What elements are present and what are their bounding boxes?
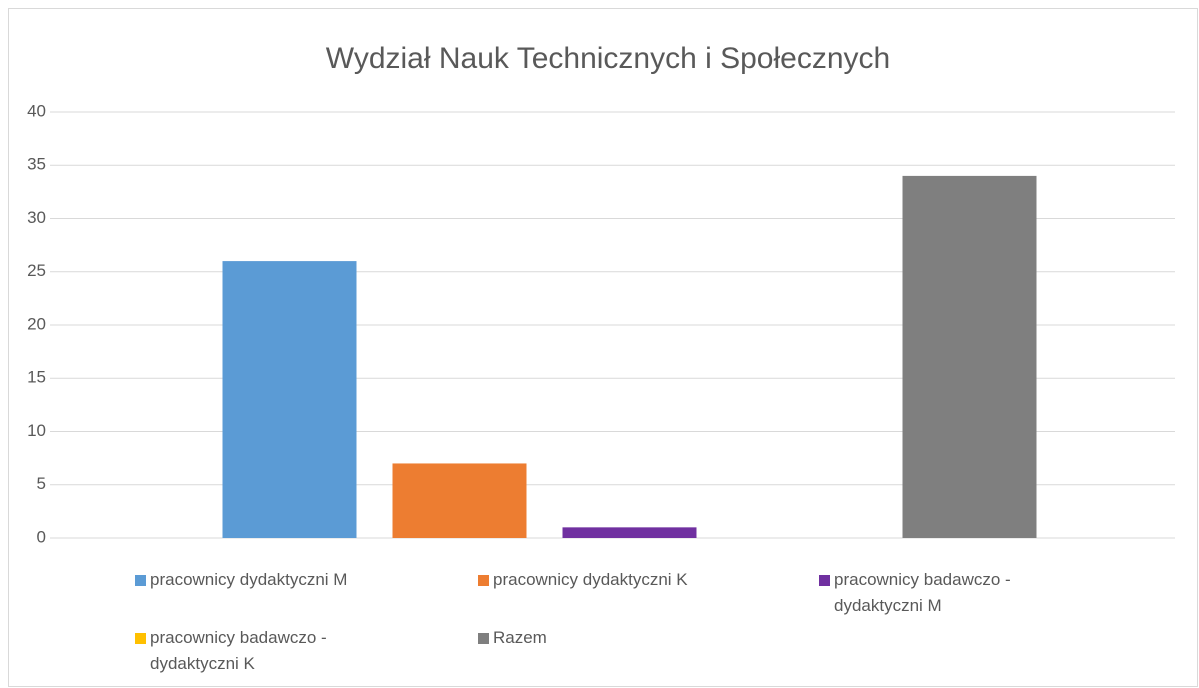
- legend-label: pracownicy badawczo - dydaktyczni M: [834, 570, 1011, 615]
- legend-swatch: [135, 575, 146, 586]
- y-tick-label: 25: [27, 261, 46, 280]
- legend-item: pracownicy badawczo - dydaktyczni K: [135, 625, 410, 677]
- legend-label: pracownicy dydaktyczni M: [150, 570, 348, 589]
- y-tick-label: 35: [27, 155, 46, 174]
- y-tick-label: 20: [27, 314, 46, 333]
- legend-item: pracownicy badawczo - dydaktyczni M: [819, 567, 1094, 619]
- bar: [222, 261, 357, 538]
- legend-swatch: [819, 575, 830, 586]
- legend-label: pracownicy dydaktyczni K: [493, 570, 688, 589]
- legend-item: pracownicy dydaktyczni K: [478, 567, 753, 593]
- bar: [392, 463, 527, 538]
- y-tick-label: 40: [27, 101, 46, 120]
- legend-swatch: [478, 575, 489, 586]
- y-tick-label: 5: [37, 474, 46, 493]
- legend-item: Razem: [478, 625, 753, 651]
- bar: [562, 527, 697, 538]
- y-tick-label: 30: [27, 208, 46, 227]
- y-tick-label: 15: [27, 368, 46, 387]
- chart-title: Wydział Nauk Technicznych i Społecznych: [326, 42, 890, 75]
- legend-item: pracownicy dydaktyczni M: [135, 567, 410, 593]
- y-tick-label: 0: [37, 527, 46, 546]
- legend-label: Razem: [493, 628, 547, 647]
- legend-label: pracownicy badawczo - dydaktyczni K: [150, 628, 327, 673]
- bar: [902, 175, 1037, 538]
- legend-swatch: [135, 633, 146, 644]
- y-tick-label: 10: [27, 421, 46, 440]
- legend-swatch: [478, 633, 489, 644]
